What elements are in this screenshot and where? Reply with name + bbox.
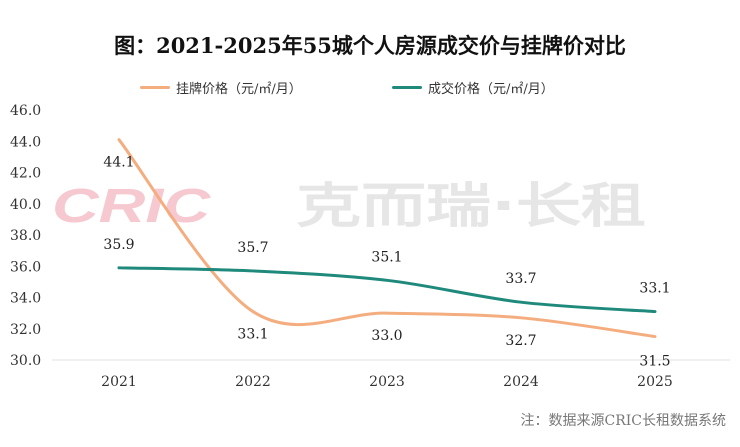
- x-tick-label: 2021: [101, 374, 137, 390]
- y-tick-label: 38.0: [10, 228, 41, 244]
- x-tick-label: 2025: [637, 374, 673, 390]
- y-tick-label: 42.0: [10, 166, 41, 182]
- legend-swatch-listing: [140, 86, 170, 89]
- chart-title: 图：2021-2025年55城个人房源成交价与挂牌价对比: [114, 33, 626, 58]
- listing-price-line: [117, 138, 657, 339]
- deal-data-label: 35.1: [371, 249, 402, 265]
- deal-data-label: 35.7: [237, 240, 268, 256]
- watermark-text: 克而瑞·长租: [296, 178, 646, 234]
- legend-label-deal: 成交价格（元/㎡/月）: [428, 82, 554, 97]
- listing-data-label: 33.0: [371, 328, 402, 344]
- listing-data-label: 33.1: [237, 327, 268, 343]
- y-tick-label: 44.0: [10, 134, 41, 150]
- y-tick-label: 32.0: [10, 322, 41, 338]
- y-tick-label: 34.0: [10, 291, 41, 307]
- x-tick-label: 2024: [503, 374, 539, 390]
- deal-data-label: 35.9: [103, 237, 134, 253]
- x-tick-label: 2022: [235, 374, 271, 390]
- watermark: CRIC 克而瑞·长租: [52, 178, 646, 234]
- deal-data-label: 33.1: [639, 281, 670, 297]
- source-note: 注：数据来源CRIC长租数据系统: [520, 413, 727, 429]
- y-tick-label: 30.0: [10, 353, 41, 369]
- y-tick-label: 40.0: [10, 197, 41, 213]
- legend-item-deal: 成交价格（元/㎡/月）: [392, 78, 554, 97]
- y-tick-label: 36.0: [10, 259, 41, 275]
- deal-price-line: [117, 266, 657, 314]
- listing-data-label: 32.7: [505, 333, 536, 349]
- listing-data-label: 31.5: [639, 354, 670, 370]
- legend-label-listing: 挂牌价格（元/㎡/月）: [176, 82, 302, 97]
- deal-data-label: 33.7: [505, 271, 536, 287]
- y-tick-label: 46.0: [10, 103, 41, 119]
- watermark-brand: CRIC: [52, 180, 212, 233]
- legend-swatch-deal: [392, 86, 422, 89]
- x-tick-label: 2023: [369, 374, 405, 390]
- legend-item-listing: 挂牌价格（元/㎡/月）: [140, 78, 302, 97]
- listing-data-label: 44.1: [103, 155, 134, 171]
